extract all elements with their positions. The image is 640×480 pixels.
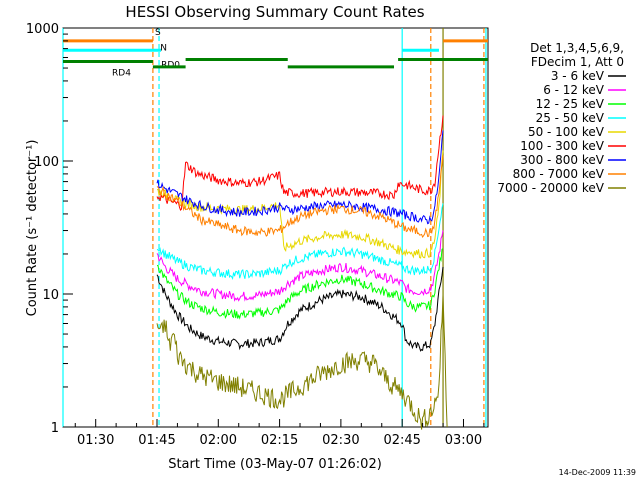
legend-item-1-label: 6 - 12 keV (543, 83, 605, 97)
series-5-line (156, 115, 444, 212)
series-7-line (156, 155, 444, 239)
x-axis-label: Start Time (03-May-07 01:26:02) (168, 457, 382, 472)
y-axis-label: Count Rate (s⁻¹ detector⁻¹) (25, 140, 40, 317)
legend-item-0-label: 3 - 6 keV (551, 69, 605, 83)
series-1-line (156, 230, 444, 302)
x-tick-label-6: 03:00 (445, 433, 482, 448)
x-tick-label-4: 02:30 (322, 433, 359, 448)
legend-item-6-label: 300 - 800 keV (520, 153, 604, 167)
x-tick-label-1: 01:45 (138, 433, 175, 448)
state-bar-label-n: N (160, 43, 167, 53)
y-tick-label-3: 1000 (26, 22, 59, 37)
legend-header-1: FDecim 1, Att 0 (531, 55, 624, 69)
legend-header-0: Det 1,3,4,5,6,9, (530, 41, 624, 55)
series-lines (156, 115, 448, 430)
series-4-line (157, 150, 444, 259)
x-axis-ticks: 01:30 01:45 02:00 02:15 02:30 02:45 03:00 (74, 419, 485, 448)
legend: Det 1,3,4,5,6,9,FDecim 1, Att 03 - 6 keV… (497, 41, 626, 195)
x-tick-label-2: 02:00 (200, 433, 237, 448)
state-bar-label-rd4: RD4 (112, 68, 131, 78)
series-3-line (156, 203, 444, 281)
chart-title: HESSI Observing Summary Count Rates (125, 3, 424, 21)
y-axis-ticks: 1 10 100 1000 (26, 22, 73, 436)
series-0-line (156, 266, 444, 352)
footer-date: 14-Dec-2009 11:39 (559, 468, 636, 477)
series-8-line (156, 294, 448, 430)
state-bars: SNRD0RD4 (63, 28, 488, 78)
state-bar-label-s: S (155, 28, 161, 38)
series-6-line (156, 130, 444, 225)
legend-item-3-label: 25 - 50 keV (536, 111, 605, 125)
plot-area: SNRD0RD4 01:3001:4502:0002:1502:3002:450… (26, 22, 489, 448)
y-tick-label-1: 10 (42, 288, 59, 303)
y-tick-label-0: 1 (51, 421, 59, 436)
legend-item-8-label: 7000 - 20000 keV (497, 181, 604, 195)
plot-frame (62, 27, 489, 428)
legend-item-4-label: 50 - 100 keV (528, 125, 605, 139)
legend-item-2-label: 12 - 25 keV (536, 97, 605, 111)
x-tick-label-5: 02:45 (383, 433, 420, 448)
legend-item-5-label: 100 - 300 keV (520, 139, 604, 153)
vertical-markers (62, 28, 487, 427)
x-tick-label-0: 01:30 (77, 433, 114, 448)
x-tick-label-3: 02:15 (261, 433, 298, 448)
legend-item-7-label: 800 - 7000 keV (513, 167, 605, 181)
y-tick-label-2: 100 (34, 155, 59, 170)
series-2-line (156, 248, 444, 320)
